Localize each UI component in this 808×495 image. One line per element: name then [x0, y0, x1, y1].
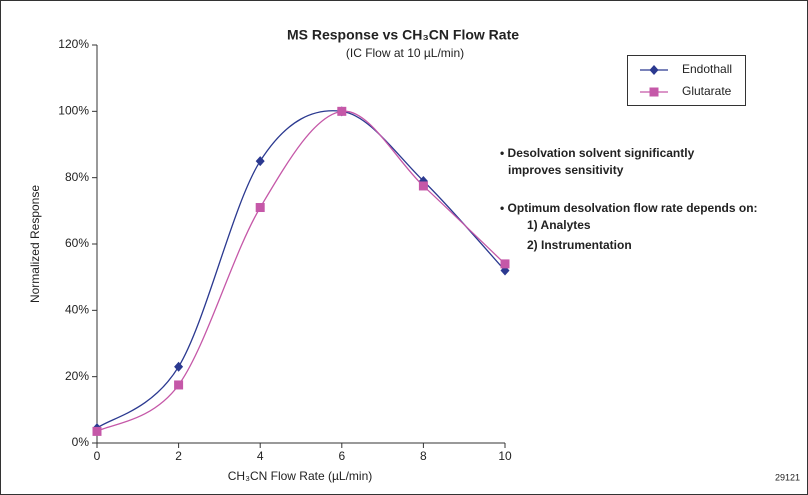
legend-marker [649, 65, 659, 75]
marker [174, 361, 184, 372]
x-axis-label: CH₃CN Flow Rate (µL/min) [228, 469, 373, 483]
marker [174, 380, 184, 390]
marker [255, 203, 265, 213]
y-tick-label: 40% [65, 303, 89, 317]
y-axis-label: Normalized Response [28, 185, 42, 303]
annotation: 2) Instrumentation [527, 238, 632, 252]
y-tick-label: 0% [72, 435, 90, 449]
annotation: improves sensitivity [508, 163, 624, 177]
legend-box [627, 55, 746, 106]
x-tick-label: 0 [94, 449, 101, 463]
y-tick-label: 100% [58, 104, 89, 118]
y-tick-label: 60% [65, 236, 89, 250]
legend-marker [649, 87, 659, 97]
annotation: 1) Analytes [527, 218, 591, 232]
marker [337, 106, 347, 116]
annotation: • Desolvation solvent significantly [500, 146, 695, 160]
x-tick-label: 8 [420, 449, 427, 463]
marker [418, 181, 428, 191]
marker [92, 426, 102, 436]
marker [500, 259, 510, 269]
legend-label: Glutarate [682, 84, 732, 98]
chart-title: MS Response vs CH₃CN Flow Rate [287, 27, 519, 43]
x-tick-label: 2 [175, 449, 182, 463]
figure-id: 29121 [775, 472, 800, 482]
series-line [96, 110, 506, 429]
y-tick-label: 80% [65, 170, 89, 184]
x-tick-label: 10 [498, 449, 512, 463]
chart-subtitle: (IC Flow at 10 µL/min) [346, 46, 464, 60]
x-tick-label: 6 [338, 449, 345, 463]
x-tick-label: 4 [257, 449, 264, 463]
marker [255, 156, 265, 167]
annotation: • Optimum desolvation flow rate depends … [500, 201, 758, 215]
y-tick-label: 20% [65, 369, 89, 383]
y-tick-label: 120% [58, 37, 89, 51]
legend-label: Endothall [682, 62, 732, 76]
